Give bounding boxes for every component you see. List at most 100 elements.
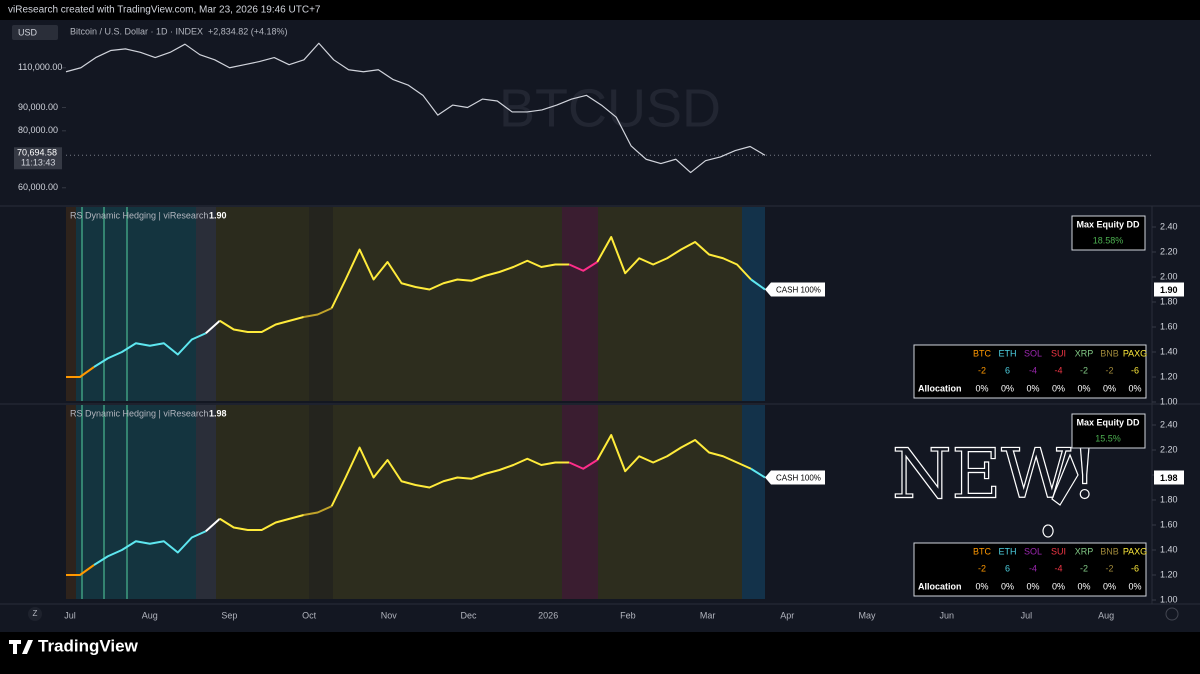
watermark: BTCUSD	[499, 78, 721, 138]
last-badge	[1154, 470, 1184, 485]
series-line	[66, 564, 95, 576]
series-line	[93, 530, 207, 566]
series-line	[219, 514, 304, 531]
table-header: SOL	[1024, 348, 1042, 358]
table-header: SUI	[1051, 348, 1066, 358]
x-tick-label: Jul	[64, 610, 76, 620]
table-score: -2	[1080, 563, 1088, 573]
table-score: -6	[1131, 563, 1139, 573]
y-tick-label: 60,000.00	[18, 182, 58, 192]
y-tick-label: 1.60	[1160, 321, 1178, 331]
table-allocation: 0%	[1103, 383, 1116, 393]
annotation: NEW!	[892, 436, 1098, 515]
x-tick-label: Apr	[780, 610, 794, 620]
table-header: SUI	[1051, 546, 1066, 556]
series-line	[93, 332, 207, 368]
x-tick-label: Oct	[302, 610, 317, 620]
regime-band	[76, 207, 196, 401]
last-badge-label: 1.90	[1160, 285, 1178, 295]
regime-band	[216, 207, 309, 401]
table-score: -4	[1029, 563, 1037, 573]
series-line	[750, 278, 766, 291]
table-allocation: 0%	[1077, 581, 1090, 591]
x-tick-label: Mar	[700, 610, 716, 620]
last-price: 70,694.58	[17, 148, 57, 158]
series-line	[219, 316, 304, 333]
table-allocation: 0%	[1052, 581, 1065, 591]
y-tick-label: 80,000.00	[18, 125, 58, 135]
currency-button[interactable]	[12, 25, 58, 40]
dd-value: 18.58%	[1093, 235, 1124, 245]
x-tick-label: Aug	[142, 610, 158, 620]
y-tick-label: 2.40	[1160, 221, 1178, 231]
symbol: Bitcoin / U.S. Dollar · 1D · INDEX	[70, 26, 203, 36]
table-header: SOL	[1024, 546, 1042, 556]
regime-band	[562, 207, 598, 401]
table-allocation: 0%	[1026, 383, 1039, 393]
series-line	[750, 467, 766, 479]
y-tick-label: 90,000.00	[18, 102, 58, 112]
table-allocation: 0%	[1026, 581, 1039, 591]
y-tick-label: 1.60	[1160, 519, 1178, 529]
table-header: BNB	[1100, 546, 1119, 556]
currency[interactable]: USD	[18, 27, 38, 37]
table-score: -2	[978, 563, 986, 573]
x-tick-label: Jun	[939, 610, 954, 620]
table-header: BTC	[973, 546, 992, 556]
series-line	[66, 366, 95, 378]
table-header: PAXG	[1123, 348, 1147, 358]
series-line	[65, 42, 766, 174]
y-tick-label: 1.40	[1160, 346, 1178, 356]
regime-band	[742, 405, 765, 599]
regime-band	[196, 405, 216, 599]
y-tick-label: 1.40	[1160, 544, 1178, 554]
regime-band	[333, 207, 562, 401]
zoom-label[interactable]: Z	[33, 609, 38, 618]
table-header: ETH	[999, 546, 1017, 556]
zoom-button[interactable]	[28, 607, 42, 621]
regime-band	[216, 405, 309, 599]
y-tick-label: 1.80	[1160, 494, 1178, 504]
table-score: -6	[1131, 365, 1139, 375]
series-line	[568, 459, 598, 470]
table-allocation: 0%	[1128, 581, 1141, 591]
y-tick-label: 110,000.00	[18, 62, 62, 72]
price-badge	[14, 147, 62, 170]
table-allocation: 0%	[1052, 383, 1065, 393]
table-score: -2	[1105, 365, 1113, 375]
dd-value: 15.5%	[1095, 433, 1121, 443]
series-line	[205, 518, 221, 532]
table-header: XRP	[1075, 546, 1094, 556]
regime-band	[196, 207, 216, 401]
table-score: -2	[978, 365, 986, 375]
series-line	[596, 236, 752, 281]
table-score: -4	[1054, 365, 1062, 375]
dd-box	[1071, 215, 1146, 251]
brand: TradingView	[38, 636, 139, 655]
change: +2,834.82 (+4.18%)	[208, 26, 288, 36]
y-tick-label: 1.20	[1160, 569, 1178, 579]
table-allocation: 0%	[1001, 383, 1014, 393]
settings-button[interactable]	[1165, 607, 1179, 621]
table-allocation: 0%	[1128, 383, 1141, 393]
table-header: PAXG	[1123, 546, 1147, 556]
table-score: -2	[1080, 365, 1088, 375]
series-line	[596, 434, 752, 473]
regime-band	[333, 405, 562, 599]
last-badge-label: 1.98	[1160, 473, 1178, 483]
dd-title: Max Equity DD	[1076, 219, 1140, 229]
series-line	[205, 320, 221, 334]
table-header: BNB	[1100, 348, 1119, 358]
y-tick-label: 2.20	[1160, 444, 1178, 454]
table-score: 6	[1005, 563, 1010, 573]
indicator-last: 1.90	[209, 210, 227, 220]
regime-band	[309, 405, 333, 599]
table-score: 6	[1005, 365, 1010, 375]
indicator-last: 1.98	[209, 408, 227, 418]
countdown: 11:13:43	[21, 158, 55, 168]
series-line	[303, 307, 333, 318]
regime-band	[76, 405, 196, 599]
y-tick-label: 2.40	[1160, 419, 1178, 429]
regime-band	[66, 405, 76, 599]
